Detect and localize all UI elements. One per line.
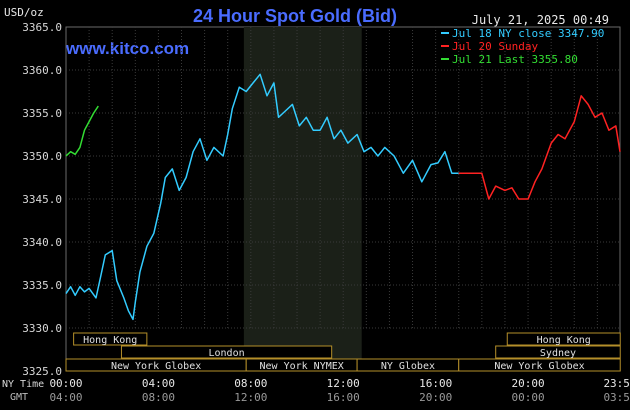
x-axis-ticks: 00:0004:0004:0008:0008:0012:0012:0016:00… bbox=[49, 377, 630, 404]
session-label: Hong Kong bbox=[83, 335, 137, 346]
session-label: New York Globex bbox=[494, 361, 584, 372]
x-tick-gmt: 03:59 bbox=[603, 391, 630, 404]
gmt-axis-label: GMT bbox=[10, 392, 28, 403]
y-tick-label: 3345.0 bbox=[22, 193, 62, 206]
series-line-3 bbox=[65, 105, 99, 157]
session-frame bbox=[458, 358, 621, 372]
y-tick-label: 3330.0 bbox=[22, 322, 62, 335]
y-tick-label: 3335.0 bbox=[22, 279, 62, 292]
y-tick-label: 3325.0 bbox=[22, 365, 62, 378]
site-link[interactable]: www.kitco.com bbox=[65, 39, 189, 58]
legend-label-jul20: Jul 20 Sunday bbox=[452, 40, 538, 53]
session-label: London bbox=[209, 348, 245, 359]
legend-label-jul18: Jul 18 NY close 3347.90 bbox=[452, 27, 604, 40]
session-label: Hong Kong bbox=[537, 335, 591, 346]
x-tick-ny: 04:00 bbox=[142, 377, 175, 390]
chart-title: 24 Hour Spot Gold (Bid) bbox=[193, 6, 397, 26]
price-series bbox=[65, 73, 621, 321]
series-line-2 bbox=[458, 95, 621, 200]
session-frame bbox=[495, 345, 621, 359]
x-tick-gmt: 08:00 bbox=[142, 391, 175, 404]
y-tick-label: 3360.0 bbox=[22, 64, 62, 77]
ny-time-axis-label: NY Time bbox=[2, 379, 44, 390]
x-tick-ny: 12:00 bbox=[327, 377, 360, 390]
x-tick-gmt: 00:00 bbox=[511, 391, 544, 404]
timestamp: July 21, 2025 00:49 bbox=[472, 13, 609, 27]
session-label: New York NYMEX bbox=[259, 361, 343, 372]
x-tick-gmt: 12:00 bbox=[234, 391, 267, 404]
session-bar: Hong Kong bbox=[73, 332, 148, 346]
session-bar: Sydney bbox=[495, 345, 621, 359]
session-bar: New York Globex bbox=[458, 358, 621, 372]
x-tick-gmt: 20:00 bbox=[419, 391, 452, 404]
session-label: New York Globex bbox=[111, 361, 201, 372]
legend-item-jul20: Jul 20 Sunday bbox=[441, 40, 538, 53]
x-tick-ny: 08:00 bbox=[234, 377, 267, 390]
y-tick-label: 3355.0 bbox=[22, 107, 62, 120]
x-tick-ny: 20:00 bbox=[511, 377, 544, 390]
session-frame bbox=[120, 345, 333, 359]
x-tick-ny: 23:59 bbox=[603, 377, 630, 390]
x-tick-ny: 16:00 bbox=[419, 377, 452, 390]
session-bar: New York NYMEX bbox=[245, 358, 358, 372]
session-label: Sydney bbox=[540, 348, 576, 359]
session-frame bbox=[506, 332, 621, 346]
y-tick-label: 3340.0 bbox=[22, 236, 62, 249]
legend-item-jul21: Jul 21 Last 3355.80 bbox=[441, 53, 578, 66]
legend: Jul 18 NY close 3347.90 Jul 20 Sunday Ju… bbox=[441, 27, 604, 66]
y-tick-label: 3365.0 bbox=[22, 21, 62, 34]
session-bar: London bbox=[120, 345, 333, 359]
x-tick-gmt: 04:00 bbox=[49, 391, 82, 404]
session-frame bbox=[73, 332, 148, 346]
legend-item-jul18: Jul 18 NY close 3347.90 bbox=[441, 27, 604, 40]
session-bar: Hong Kong bbox=[506, 332, 621, 346]
x-tick-gmt: 16:00 bbox=[327, 391, 360, 404]
units-label: USD/oz bbox=[4, 6, 44, 19]
grid-lines bbox=[66, 27, 620, 329]
series-line-1 bbox=[65, 73, 459, 321]
legend-label-jul21: Jul 21 Last 3355.80 bbox=[452, 53, 578, 66]
x-tick-ny: 00:00 bbox=[49, 377, 82, 390]
y-axis-ticks: 3325.0 3330.0 3335.0 3340.0 3345.0 3350.0 3355… bbox=[22, 21, 62, 378]
session-bar: NY Globex bbox=[356, 358, 460, 372]
y-tick-label: 3350.0 bbox=[22, 150, 62, 163]
trading-sessions: Hong Kong London New York Globex New York N… bbox=[65, 332, 621, 372]
session-bar: New York Globex bbox=[65, 358, 247, 372]
session-label: NY Globex bbox=[381, 361, 435, 372]
